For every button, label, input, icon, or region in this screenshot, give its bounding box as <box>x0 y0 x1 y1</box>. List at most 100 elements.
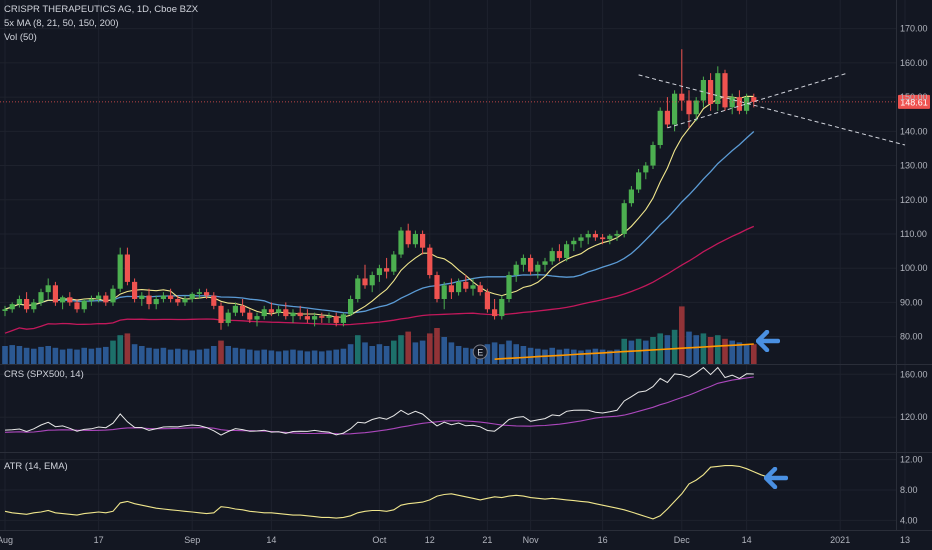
volume-bar <box>571 349 577 364</box>
volume-bar <box>715 335 721 364</box>
time-tick-label: Dec <box>674 535 691 545</box>
candle-body <box>261 309 267 317</box>
trendline-lower <box>667 72 848 129</box>
candle-body <box>348 298 354 315</box>
candle-body <box>700 80 706 101</box>
candle-body <box>218 305 224 323</box>
volume-bar <box>103 346 109 364</box>
volume-bar <box>513 344 519 364</box>
candle-body <box>556 251 562 258</box>
time-tick-label: Nov <box>523 535 540 545</box>
candle-body <box>592 233 598 238</box>
volume-bar <box>211 346 217 364</box>
volume-bar <box>340 348 347 364</box>
candle-body <box>484 292 490 310</box>
candle-body <box>333 316 339 323</box>
candle-body <box>715 73 721 104</box>
volume-bar <box>81 347 87 364</box>
volume-bar <box>455 346 462 364</box>
volume-bar <box>232 347 239 364</box>
candle-body <box>708 80 714 104</box>
candle-body <box>420 233 426 248</box>
candle-body <box>132 281 138 299</box>
candle-body <box>513 264 519 276</box>
candle-body <box>542 261 548 265</box>
atr-arrow-icon[interactable] <box>764 467 788 489</box>
candle-body <box>304 316 310 320</box>
volume-bar <box>268 350 275 364</box>
volume-bar <box>614 349 620 364</box>
volume-bar <box>304 351 311 364</box>
volume-bar <box>722 338 728 364</box>
candle-body <box>211 295 217 306</box>
candle-body <box>88 298 94 301</box>
candle-body <box>564 244 570 258</box>
candle-body <box>686 100 692 115</box>
price-tick-label: 120.00 <box>900 195 928 205</box>
candle-body <box>168 295 174 299</box>
volume-bar <box>88 348 95 364</box>
candle-body <box>182 298 188 303</box>
volume-bar <box>52 347 59 364</box>
crs-tick-label: 160.00 <box>900 369 928 379</box>
candle-body <box>607 235 613 240</box>
candle-body <box>578 237 584 241</box>
volume-bar <box>599 349 606 364</box>
volume-bar <box>297 350 303 364</box>
volume-legend: Vol (50) <box>4 32 37 43</box>
volume-arrow-icon[interactable] <box>756 330 780 352</box>
volume-bar <box>275 351 282 364</box>
volume-bar <box>355 335 361 364</box>
volume-bar <box>527 347 534 364</box>
candle-body <box>60 297 66 303</box>
crs-line <box>4 366 754 436</box>
volume-bar <box>347 344 354 364</box>
candle-body <box>499 298 505 317</box>
crs-ma-line <box>4 376 754 435</box>
volume-bar <box>463 347 469 364</box>
candle-body <box>96 295 102 299</box>
volume-bar <box>563 348 570 364</box>
time-tick-label: 2021 <box>830 535 850 545</box>
volume-bar <box>376 344 383 364</box>
candle-body <box>506 275 512 299</box>
candle-body <box>9 304 15 310</box>
candle-body <box>722 73 728 108</box>
volume-bar <box>592 348 599 364</box>
candle-body <box>628 189 634 204</box>
volume-bar <box>585 349 591 364</box>
volume-bar <box>160 347 167 364</box>
volume-bar <box>369 346 375 364</box>
price-tick-label: 160.00 <box>900 58 928 68</box>
candle-body <box>376 268 382 276</box>
candle-body <box>398 230 404 255</box>
atr-tick-label: 4.00 <box>900 515 918 525</box>
volume-bar <box>175 348 181 364</box>
volume-bar <box>239 348 246 364</box>
volume-bar <box>751 344 757 364</box>
volume-bar <box>67 348 73 364</box>
candle-body <box>405 230 411 245</box>
candle-body <box>204 292 210 296</box>
candle-body <box>139 295 145 299</box>
volume-bar <box>383 346 390 364</box>
candle-body <box>362 278 368 286</box>
volume-bar <box>470 348 476 364</box>
candle-body <box>549 251 555 262</box>
volume-bar <box>499 344 505 364</box>
time-tick-label: 14 <box>266 535 276 545</box>
candles <box>2 49 757 330</box>
candle-body <box>326 316 332 318</box>
volume-bar <box>254 350 260 364</box>
volume-bar <box>319 351 325 364</box>
volume-bar <box>247 349 253 364</box>
volume-bar <box>38 346 44 364</box>
atr-tick-label: 12.00 <box>900 455 923 465</box>
candle-body <box>268 309 274 313</box>
volume-bar <box>506 340 512 364</box>
candle-body <box>319 316 325 318</box>
volume-bar <box>729 340 735 364</box>
candle-body <box>45 285 51 293</box>
price-tick-label: 90.00 <box>900 297 923 307</box>
